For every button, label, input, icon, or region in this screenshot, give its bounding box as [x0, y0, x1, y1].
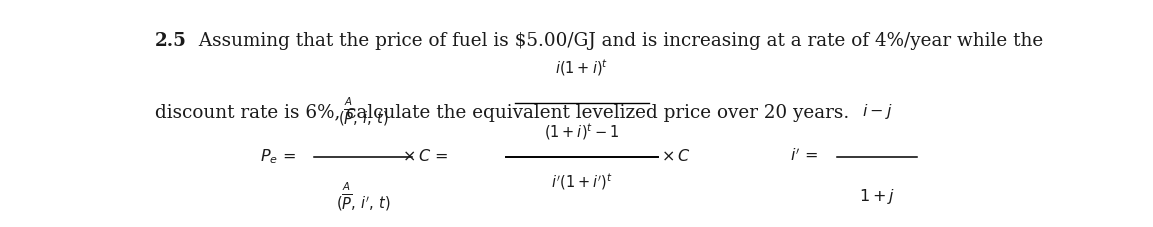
- Text: $\times\, C$: $\times\, C$: [661, 148, 691, 165]
- Text: $(\overset{A}{\overline{P}},\,i',\,t)$: $(\overset{A}{\overline{P}},\,i',\,t)$: [336, 180, 391, 213]
- Text: $(1+i)^t - 1$: $(1+i)^t - 1$: [544, 122, 619, 143]
- Text: 2.5: 2.5: [155, 32, 187, 50]
- Text: $i'(1+i')^t$: $i'(1+i')^t$: [551, 172, 613, 192]
- Text: Assuming that the price of fuel is $5.00/GJ and is increasing at a rate of 4%/ye: Assuming that the price of fuel is $5.00…: [194, 32, 1043, 50]
- Text: $(\overset{A}{\overline{P}},\,i,\,t)$: $(\overset{A}{\overline{P}},\,i,\,t)$: [338, 95, 389, 128]
- Text: $1 + j$: $1 + j$: [859, 187, 895, 206]
- Text: discount rate is 6%, calculate the equivalent levelized price over 20 years.: discount rate is 6%, calculate the equiv…: [155, 104, 849, 122]
- Text: $i - j$: $i - j$: [861, 102, 892, 121]
- Text: $\times\, C\,=$: $\times\, C\,=$: [402, 148, 449, 165]
- Text: $i'\,=$: $i'\,=$: [790, 148, 819, 165]
- Text: $i(1+i)^t$: $i(1+i)^t$: [556, 57, 609, 78]
- Text: $P_e\,=$: $P_e\,=$: [259, 147, 296, 166]
